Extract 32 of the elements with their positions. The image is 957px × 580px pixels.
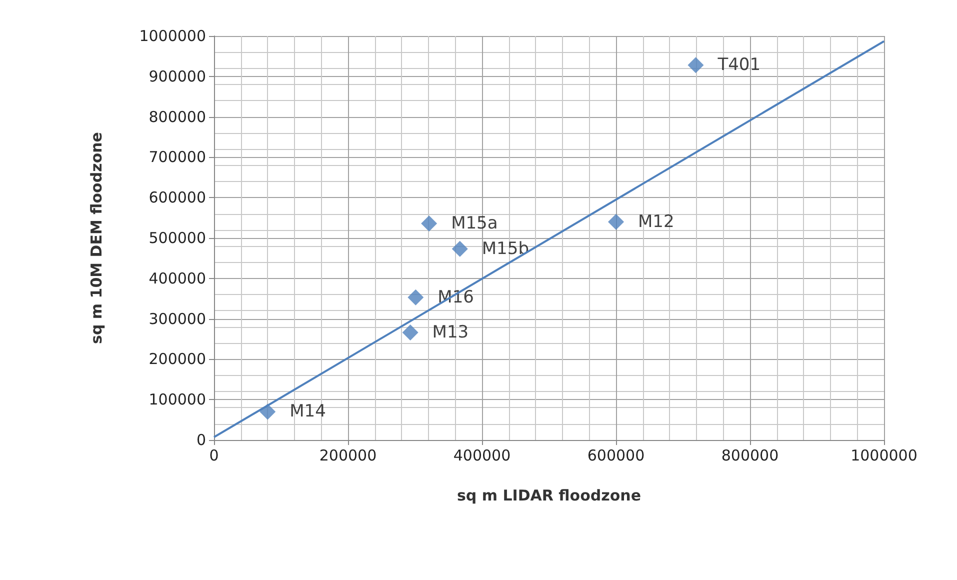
x-tick-label: 0 bbox=[209, 446, 219, 464]
point bbox=[608, 214, 624, 230]
y-tick-label: 300000 bbox=[148, 310, 206, 328]
y-tick-label: 1000000 bbox=[139, 27, 206, 45]
y-tick-label: 600000 bbox=[148, 188, 206, 207]
point bbox=[452, 240, 468, 257]
x-tick-label: 600000 bbox=[587, 446, 645, 464]
y-tick-label: 200000 bbox=[148, 350, 206, 368]
annotation: M14 bbox=[290, 402, 326, 422]
annotation: M15b bbox=[482, 238, 529, 259]
x-tick-label: 800000 bbox=[721, 446, 779, 464]
x-tick-label: 1000000 bbox=[850, 446, 918, 464]
y-tick-label: 0 bbox=[196, 431, 206, 449]
y-tick-label: 700000 bbox=[148, 148, 206, 166]
annotation: M12 bbox=[638, 212, 674, 232]
point bbox=[421, 215, 438, 232]
y-tick-label: 900000 bbox=[148, 67, 206, 86]
annotation: M13 bbox=[432, 322, 469, 343]
y-tick-label: 800000 bbox=[148, 108, 206, 126]
annotation: T401 bbox=[716, 55, 761, 76]
y-tick-label: 400000 bbox=[148, 269, 206, 288]
y-axis-title: sq m 10M DEM floodzone bbox=[88, 132, 106, 344]
point bbox=[408, 289, 424, 306]
x-tick-label: 400000 bbox=[453, 446, 511, 464]
point bbox=[402, 324, 418, 341]
y-tick-label: 500000 bbox=[148, 229, 206, 247]
x-tick-label: 200000 bbox=[319, 446, 377, 464]
x-axis-title: sq m LIDAR floodzone bbox=[456, 486, 642, 504]
point bbox=[688, 57, 704, 74]
point bbox=[260, 404, 276, 420]
annotation: M15a bbox=[451, 213, 498, 234]
y-tick-label: 100000 bbox=[148, 390, 206, 409]
